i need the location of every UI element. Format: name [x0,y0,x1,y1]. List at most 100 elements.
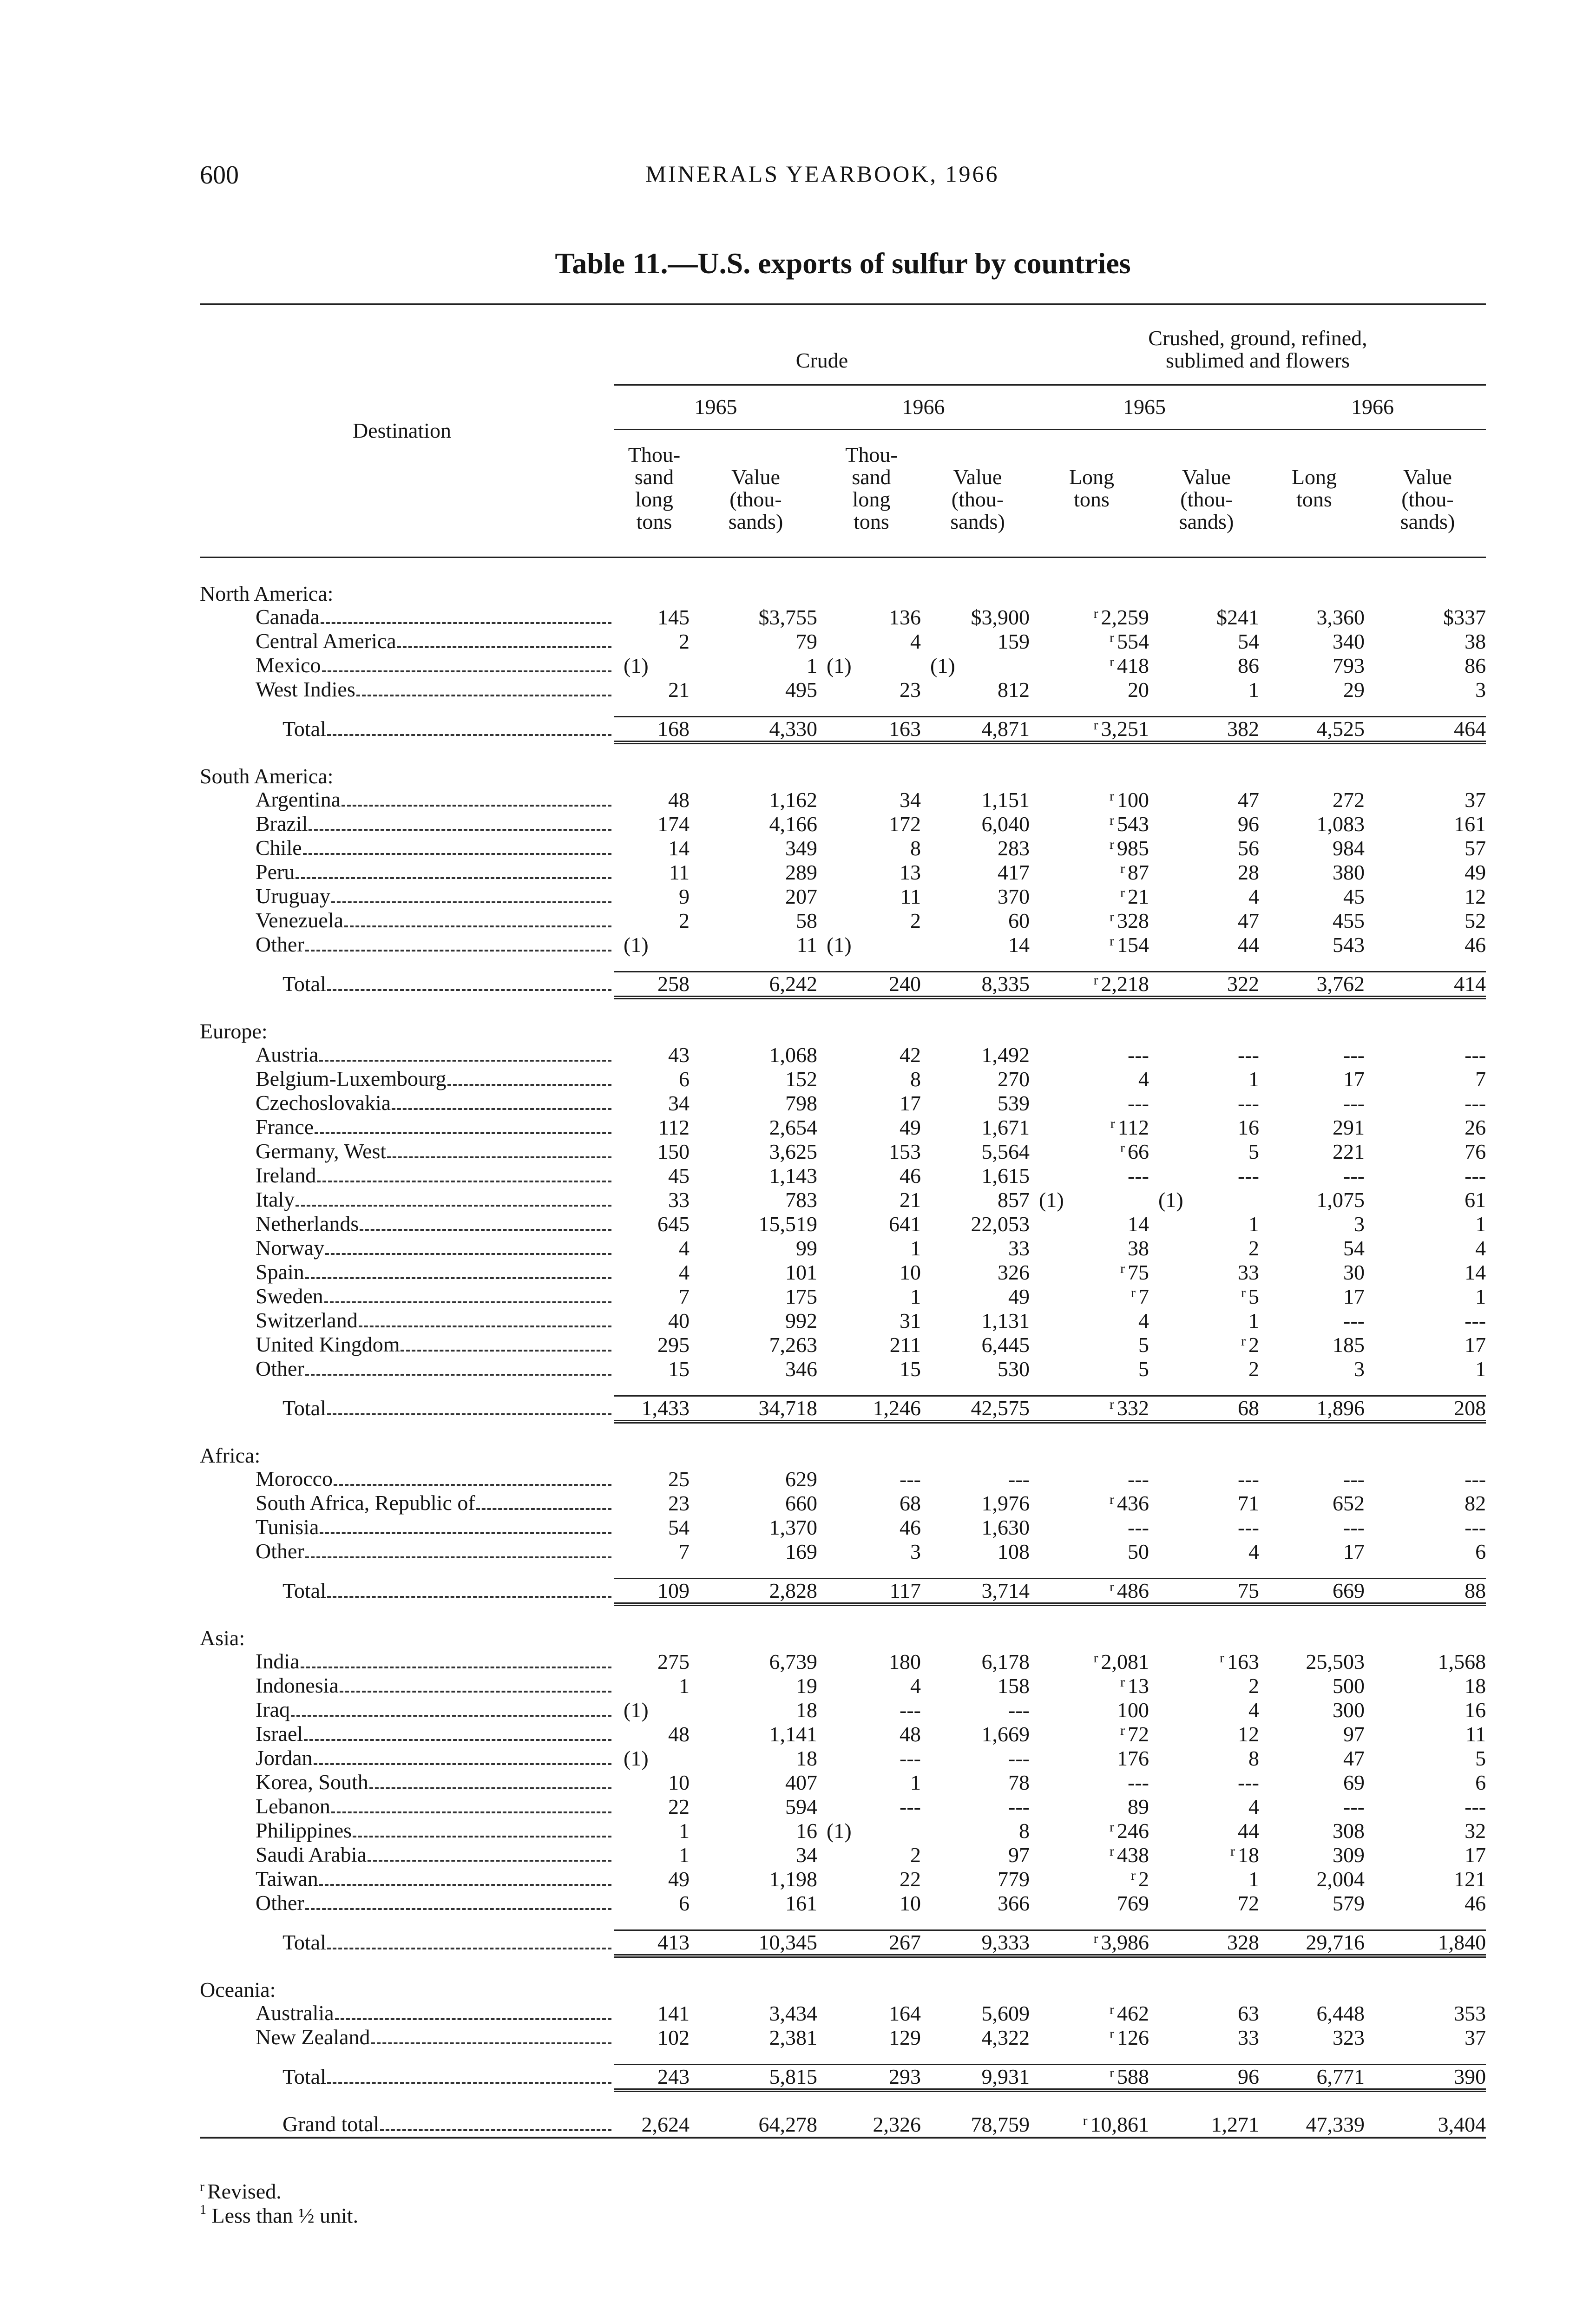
revised-mark: r [1083,2113,1088,2128]
value-cell: 4 [817,1674,921,1698]
cell-value: 88 [1465,1579,1486,1602]
value-cell: r 554 [1030,630,1149,654]
value-cell: r 2,218 [1030,972,1149,998]
rule-cell [1365,2088,1486,2113]
cell-value: 40 [668,1309,690,1332]
destination-label: Korea, South [256,1771,368,1794]
table-row: Australia 141 3,434 164 5,609 r 462 63 6,448 353 [200,2001,1486,2026]
cell-value: --- [1128,1467,1149,1491]
region-row: Asia: [200,1627,1486,1650]
destination-label-wrap: Spain [256,1260,614,1285]
destination-cell: Austria [200,1043,614,1067]
rule-cell [1030,1954,1149,1978]
value-cell: --- [921,1746,1030,1771]
rule-cell [1149,1381,1259,1397]
destination-label-wrap: Total [282,2065,614,2089]
column-header-line: Long [1069,465,1115,489]
rule-cell [1259,1954,1365,1978]
leader-dots [334,1484,611,1486]
value-cell: --- [1030,1467,1149,1491]
leader-dots [305,1374,611,1376]
value-cell: 328 [1149,1930,1259,1956]
destination-label-wrap: Australia [256,2001,614,2026]
cell-value: 21 [900,1188,921,1212]
cell-value: 48 [900,1722,921,1746]
destination-label-wrap: Iraq [256,1698,614,1722]
header-year-crushed-1965: 1965 [1123,395,1166,419]
cell-value: 20 [1128,678,1149,702]
value-cell: 652 [1259,1491,1365,1516]
cell-value: 4 [910,1674,921,1698]
cell-value: 117 [889,1579,921,1602]
cell-value: --- [1008,1795,1030,1818]
rule-cell [1259,1381,1365,1397]
value-cell: 2,624 [614,2113,690,2138]
cell-value: $3,900 [971,605,1030,629]
rule-cell [614,1381,690,1397]
value-cell: 417 [921,860,1030,885]
value-cell: --- [1365,1516,1486,1540]
revised-mark: r [1093,972,1098,988]
cell-value: 3 [910,1540,921,1563]
value-cell: 12 [1365,885,1486,909]
destination-label-wrap: Czechoslovakia [256,1091,614,1116]
value-cell: 49 [1365,860,1486,885]
value-cell: 1,246 [817,1396,921,1422]
cell-value: 112 [658,1116,690,1139]
cell-value: 413 [657,1930,690,1954]
value-cell: 539 [921,1091,1030,1116]
value-cell: 208 [1365,1396,1486,1422]
destination-label: West Indies [256,678,355,701]
cell-value: 2,381 [769,2026,818,2049]
cell-value: 289 [785,860,817,884]
leader-dots [302,853,611,855]
destination-cell: Spain [200,1260,614,1285]
value-cell: --- [1149,1771,1259,1795]
cell-value: --- [1238,1771,1259,1794]
destination-label-wrap: Venezuela [256,909,614,933]
column-header-line: Thou- [628,443,681,466]
value-cell: r 438 [1030,1843,1149,1867]
value-cell: r 2,081 [1030,1650,1149,1674]
cell-value: 1,630 [981,1516,1030,1539]
value-cell: 1 [1149,1309,1259,1333]
cell-value: (1) [827,654,852,677]
cell-value: 14 [1008,933,1030,957]
value-cell: r 72 [1030,1722,1149,1746]
value-cell: 1 [1149,1067,1259,1091]
cell-value: r 588 [1110,2065,1149,2088]
cell-value: r 126 [1110,2026,1149,2049]
cell-value: 169 [785,1540,817,1563]
cell-value: 1,075 [1316,1188,1365,1212]
cell-value: 4 [1138,1067,1149,1091]
cell-value: 23 [668,1491,690,1515]
region-label: Europe: [200,1019,268,1043]
value-cell: 185 [1259,1333,1365,1357]
cell-value: 175 [785,1285,817,1308]
table-row: France 112 2,654 49 1,671 r 112 16 291 26 [200,1116,1486,1140]
cell-value: 258 [657,972,690,996]
cell-value: 407 [785,1771,817,1794]
cell-value: 579 [1333,1891,1365,1915]
rule-cell [817,702,921,717]
value-cell: 109 [614,1579,690,1605]
column-header-line: sand [852,465,891,489]
cell-value: 14 [668,836,690,860]
cell-value: 1,568 [1438,1650,1486,1673]
destination-cell: Central America [200,630,614,654]
destination-label-wrap: New Zealand [256,2026,614,2050]
rule-cell [690,702,817,717]
destination-cell: Total [200,717,614,743]
region-label: Asia: [200,1626,245,1650]
value-cell: 33 [1149,1260,1259,1285]
destination-cell: Venezuela [200,909,614,933]
value-cell: 34 [817,788,921,812]
cell-value: 22 [668,1795,690,1818]
cell-value: 414 [1454,972,1486,996]
cell-value: 71 [1238,1491,1259,1515]
cell-value: --- [1008,1746,1030,1770]
table-row: Israel 48 1,141 48 1,669 r 72 12 97 11 [200,1722,1486,1746]
cell-value: --- [1238,1516,1259,1539]
table-row: Jordan (1) 18 --- --- 176 8 47 5 [200,1746,1486,1771]
leader-dots [327,1948,611,1950]
